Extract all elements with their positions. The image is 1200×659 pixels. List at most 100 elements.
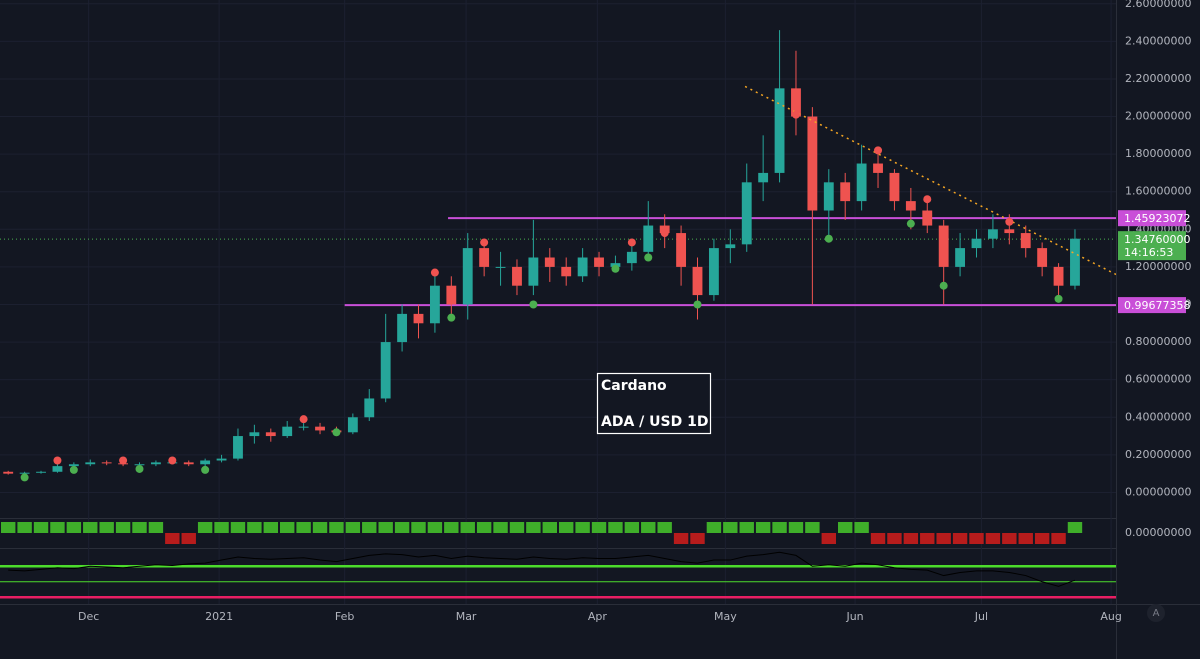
candle-body xyxy=(364,398,375,418)
buy-signals xyxy=(69,465,78,474)
trend-bar xyxy=(772,522,787,533)
trend-bar xyxy=(887,533,902,544)
candle-body xyxy=(1020,233,1031,249)
trend-bar xyxy=(312,522,328,533)
candle-body xyxy=(1070,238,1080,286)
trend-bar xyxy=(608,522,623,533)
annotation-box: Cardano ADA / USD 1D xyxy=(596,372,712,435)
candle-body xyxy=(758,172,769,183)
auto-scale-button[interactable] xyxy=(1147,604,1165,622)
trend-bar xyxy=(903,533,919,544)
sell-signals xyxy=(480,238,489,247)
trend-bar xyxy=(1002,533,1017,544)
y-tick-label: 0.60000000 xyxy=(1125,373,1191,386)
candle-body xyxy=(643,225,654,252)
candle-body xyxy=(971,238,982,249)
x-tick-label: May xyxy=(714,610,737,623)
annotation-title: Cardano xyxy=(601,378,667,394)
current-price-label: 1.34760000 xyxy=(1124,233,1190,246)
sell-signals xyxy=(627,238,636,247)
trend-bar xyxy=(444,522,459,533)
candle-body xyxy=(216,458,227,461)
candle-body xyxy=(462,248,473,305)
y-tick-label: 2.00000000 xyxy=(1125,110,1191,123)
y-tick-label: 2.20000000 xyxy=(1125,72,1191,85)
trend-bar xyxy=(575,522,590,533)
sell-signals xyxy=(168,456,177,465)
trend-bar xyxy=(723,522,738,533)
trend-bar xyxy=(230,522,246,533)
trend-bar xyxy=(329,522,344,533)
candle-body xyxy=(938,225,949,267)
buy-signals xyxy=(447,313,456,322)
trend-bar xyxy=(427,522,443,533)
candle-body xyxy=(315,426,325,431)
y-tick-label: 1.20000000 xyxy=(1125,260,1191,273)
candle-body xyxy=(429,285,440,324)
candle-body xyxy=(36,471,46,473)
trend-bar xyxy=(821,533,836,544)
price-label: 1.45923072 xyxy=(1124,212,1190,225)
candle-body xyxy=(544,257,555,267)
auto-scale-label[interactable]: A xyxy=(1153,608,1160,619)
candle-body xyxy=(380,342,391,399)
candle-body xyxy=(987,229,998,239)
trend-bar xyxy=(197,522,213,533)
trend-bar xyxy=(526,522,541,533)
trend-bar xyxy=(657,522,672,533)
oscillator-line xyxy=(8,551,1076,587)
trend-bar xyxy=(247,522,262,533)
trend-bar xyxy=(1034,533,1050,544)
candle-body xyxy=(725,244,736,249)
buy-signals xyxy=(20,473,29,482)
candle-body xyxy=(265,432,276,437)
x-tick-label: Aug xyxy=(1100,610,1121,623)
candle-body xyxy=(676,233,687,267)
trend-bar xyxy=(214,522,229,533)
trend-bar xyxy=(83,522,98,533)
y-tick-label: 0.00000000 xyxy=(1125,485,1191,498)
trend-bar xyxy=(542,522,557,533)
candle-body xyxy=(577,257,588,277)
trend-bar xyxy=(952,533,968,544)
trend-bar xyxy=(706,522,722,533)
candle-body xyxy=(347,417,358,433)
candle-body xyxy=(905,201,916,211)
candle-body xyxy=(791,88,801,117)
trend-bar xyxy=(805,522,820,533)
trend-bar xyxy=(411,522,426,533)
y-tick-label: 1.60000000 xyxy=(1125,185,1191,198)
candle-body xyxy=(85,462,96,465)
plot-area xyxy=(0,30,1116,599)
x-tick-label: Feb xyxy=(335,610,354,623)
buy-signals xyxy=(201,465,210,474)
candle-body xyxy=(397,313,408,343)
trend-bar xyxy=(641,522,656,533)
trend-bar xyxy=(33,522,49,533)
trend-bar xyxy=(394,522,410,533)
trend-bar xyxy=(591,522,607,533)
trend-bar xyxy=(673,533,689,544)
trend-bar xyxy=(1018,533,1033,544)
trend-bar xyxy=(99,522,114,533)
candle-body xyxy=(68,464,79,467)
trend-bar xyxy=(263,522,278,533)
candle-body xyxy=(446,285,457,305)
candle-body xyxy=(922,210,933,226)
candle-body xyxy=(183,462,194,465)
y-tick-label: 0.80000000 xyxy=(1125,335,1191,348)
candle-body xyxy=(495,266,506,268)
candle-body xyxy=(955,248,966,267)
candle-body xyxy=(3,471,14,474)
trend-bar xyxy=(1,522,16,533)
trend-bar xyxy=(690,533,705,544)
candle-body xyxy=(741,182,752,245)
trend-bar xyxy=(870,533,886,544)
sell-signals xyxy=(53,456,62,465)
buy-signals xyxy=(332,428,341,437)
candle-body xyxy=(150,462,161,465)
buy-signals xyxy=(693,300,702,309)
sell-signals xyxy=(923,195,932,204)
